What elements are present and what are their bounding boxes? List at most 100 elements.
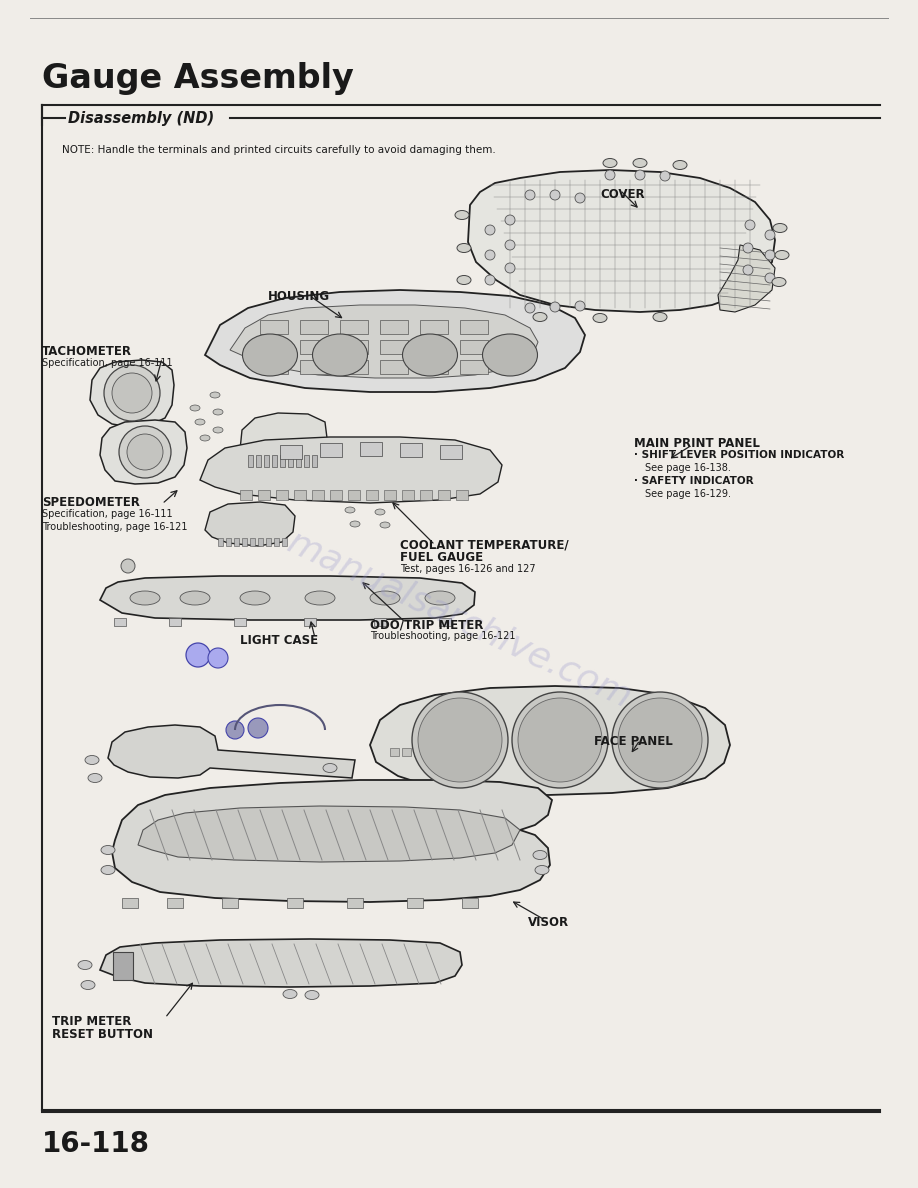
Circle shape [745,220,755,230]
Bar [440,446,462,459]
Ellipse shape [240,590,270,605]
Circle shape [612,691,708,788]
Circle shape [512,691,608,788]
Bar [222,898,238,908]
Ellipse shape [195,419,205,425]
Text: RESET BUTTON: RESET BUTTON [52,1028,153,1041]
Bar [234,618,246,626]
Ellipse shape [345,507,355,513]
Bar [390,748,399,756]
Bar [360,442,382,456]
Circle shape [550,190,560,200]
Ellipse shape [283,990,297,998]
Bar [312,455,317,467]
Ellipse shape [350,522,360,527]
Polygon shape [230,305,538,378]
Ellipse shape [213,409,223,415]
Ellipse shape [81,980,95,990]
Polygon shape [108,725,355,778]
Polygon shape [205,290,585,392]
Circle shape [505,263,515,273]
Bar [460,360,488,374]
Ellipse shape [483,334,538,375]
Ellipse shape [533,312,547,322]
Circle shape [618,699,702,782]
Bar [234,538,239,546]
Circle shape [605,170,615,181]
Ellipse shape [535,866,549,874]
Bar [240,489,252,500]
Circle shape [550,302,560,312]
Ellipse shape [533,851,547,859]
Bar [276,489,288,500]
Bar [540,722,585,742]
Circle shape [765,273,775,283]
Circle shape [485,274,495,285]
Bar [462,898,478,908]
Bar [256,455,261,467]
Text: FACE PANEL: FACE PANEL [594,735,673,748]
Bar [300,320,328,334]
Circle shape [518,699,602,782]
Polygon shape [205,503,295,546]
Text: FUEL GAUGE: FUEL GAUGE [400,551,483,564]
Bar [304,618,316,626]
Ellipse shape [190,405,200,411]
Circle shape [575,192,585,203]
Circle shape [186,643,210,666]
Text: VISOR: VISOR [528,916,569,929]
Ellipse shape [323,764,337,772]
Bar [264,455,269,467]
Ellipse shape [101,866,115,874]
Ellipse shape [213,426,223,432]
Bar [384,489,396,500]
Ellipse shape [603,158,617,168]
Text: HOUSING: HOUSING [268,290,330,303]
Bar [420,340,448,354]
Bar [260,360,288,374]
Ellipse shape [380,522,390,527]
Ellipse shape [78,961,92,969]
Text: · SAFETY INDICATOR: · SAFETY INDICATOR [634,476,754,486]
Bar [366,489,378,500]
Polygon shape [718,245,775,312]
Text: LIGHT CASE: LIGHT CASE [240,634,319,647]
Ellipse shape [772,278,786,286]
Circle shape [248,718,268,738]
Polygon shape [112,781,552,902]
Text: TACHOMETER: TACHOMETER [42,345,132,358]
Bar [460,320,488,334]
Text: MAIN PRINT PANEL: MAIN PRINT PANEL [634,437,760,450]
Circle shape [412,691,508,788]
Ellipse shape [653,312,667,322]
Bar [280,446,302,459]
Circle shape [127,434,163,470]
Bar [426,748,435,756]
Bar [287,898,303,908]
Ellipse shape [773,223,787,233]
Text: NOTE: Handle the terminals and printed circuits carefully to avoid damaging them: NOTE: Handle the terminals and printed c… [62,145,496,154]
Ellipse shape [457,276,471,284]
Bar [380,340,408,354]
Text: See page 16-129.: See page 16-129. [645,489,731,499]
Bar [282,538,287,546]
Text: TRIP METER: TRIP METER [52,1015,131,1028]
Ellipse shape [242,334,297,375]
Bar [420,489,432,500]
Bar [407,898,423,908]
Bar [113,952,133,980]
Polygon shape [138,805,520,862]
Bar [260,320,288,334]
Text: Specification, page 16-111: Specification, page 16-111 [42,508,173,519]
Bar [380,360,408,374]
Bar [294,489,306,500]
Bar [300,360,328,374]
Ellipse shape [180,590,210,605]
Ellipse shape [85,756,99,765]
Circle shape [505,240,515,249]
Circle shape [505,215,515,225]
Bar [288,455,293,467]
Text: SPEEDOMETER: SPEEDOMETER [42,497,140,508]
Bar [226,538,231,546]
Text: Disassembly (ND): Disassembly (ND) [68,110,214,126]
